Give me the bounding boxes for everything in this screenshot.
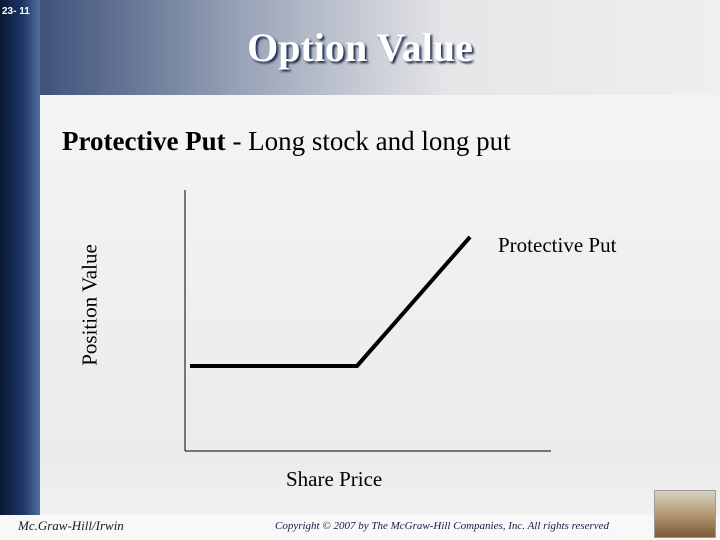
y-axis-label: Position Value: [77, 244, 102, 366]
payoff-line: [190, 235, 472, 368]
copyright: Copyright © 2007 by The McGraw-Hill Comp…: [275, 520, 610, 532]
publisher: Mc.Graw-Hill/Irwin: [18, 518, 124, 533]
subtitle: Protective Put - Long stock and long put: [62, 126, 511, 157]
footer-band: [0, 515, 720, 540]
title-band: [40, 0, 720, 95]
line-label: Protective Put: [498, 233, 617, 257]
x-axis-label: Share Price: [286, 467, 383, 491]
slide-number: 23- 11: [2, 6, 30, 17]
left-bar: [0, 0, 40, 515]
slide-title: Option Value: [247, 25, 473, 70]
subtitle-rest: - Long stock and long put: [225, 126, 511, 156]
book-cover: [654, 490, 716, 538]
subtitle-strong: Protective Put: [62, 126, 226, 156]
